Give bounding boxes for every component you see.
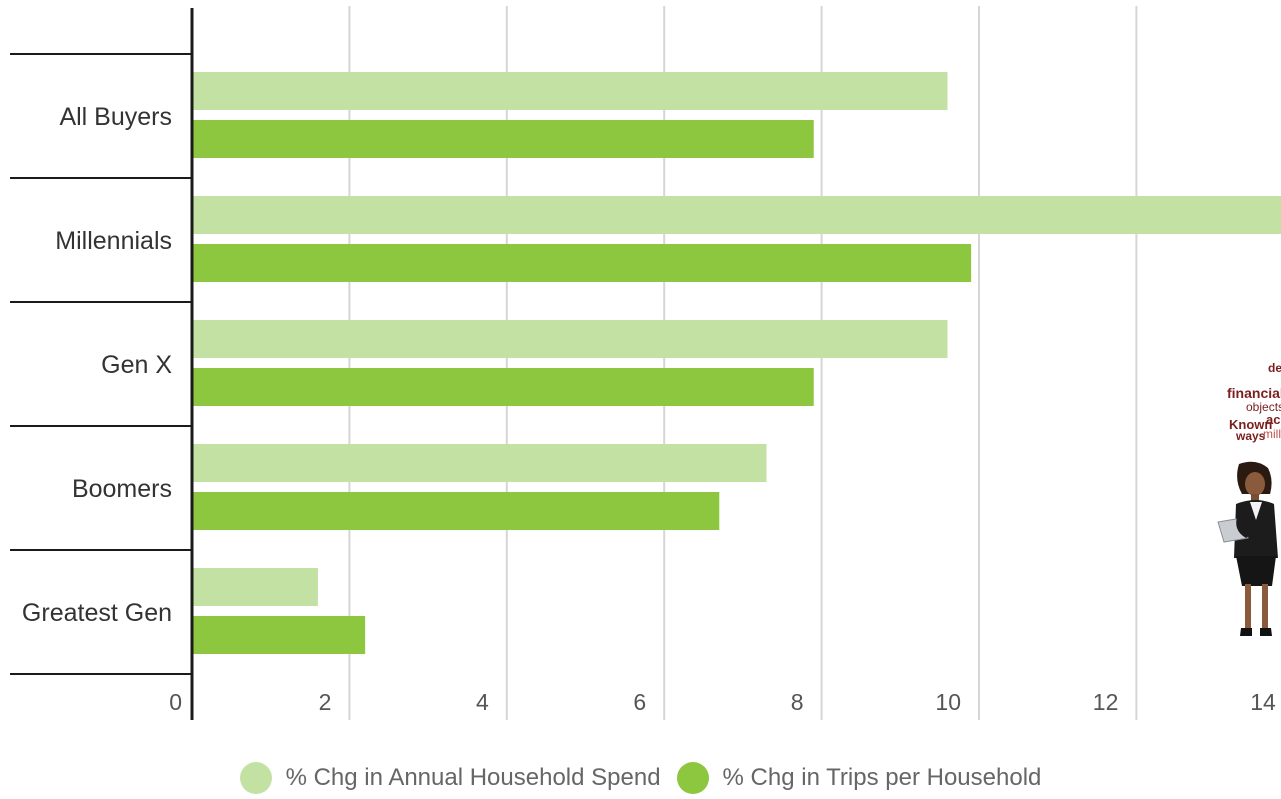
legend-swatch-trips bbox=[676, 762, 709, 794]
x-tick-label: 14 bbox=[1250, 689, 1276, 715]
word-cloud-graphic: des financial objects Known ac ways mill bbox=[1226, 362, 1281, 447]
cloud-word: financial bbox=[1227, 385, 1281, 401]
x-tick-label: 12 bbox=[1093, 689, 1119, 715]
cloud-word: Known bbox=[1229, 417, 1273, 432]
bar-trips bbox=[192, 368, 814, 406]
legend-swatch-annual-spend bbox=[239, 762, 272, 794]
x-tick-label: 2 bbox=[319, 689, 332, 715]
businesswoman-with-laptop-icon bbox=[1212, 460, 1281, 638]
cloud-word: ways bbox=[1236, 429, 1266, 443]
x-tick-label: 6 bbox=[633, 689, 646, 715]
category-label: Boomers bbox=[72, 475, 172, 503]
legend-label-trips: % Chg in Trips per Household bbox=[722, 764, 1042, 791]
bar-trips bbox=[192, 120, 814, 158]
bar-trips bbox=[192, 492, 720, 530]
cloud-word: mill bbox=[1263, 427, 1281, 441]
bar-annual-spend bbox=[192, 72, 948, 110]
bar-annual-spend bbox=[192, 444, 767, 482]
x-tick-label: 4 bbox=[476, 689, 489, 715]
bar-annual-spend bbox=[192, 568, 318, 606]
bar-chart: All Buyers Millennials Gen X Boomers Greates… bbox=[10, 6, 1281, 720]
chart-legend: % Chg in Annual Household Spend % Chg in… bbox=[0, 762, 1281, 794]
legend-item-annual-spend[interactable]: % Chg in Annual Household Spend bbox=[239, 762, 661, 794]
x-tick-label: 10 bbox=[935, 689, 961, 715]
cloud-word: ac bbox=[1266, 412, 1281, 427]
category-label: Gen X bbox=[101, 351, 172, 379]
x-tick-label: 8 bbox=[791, 689, 804, 715]
category-label: All Buyers bbox=[59, 103, 172, 131]
legend-item-trips[interactable]: % Chg in Trips per Household bbox=[676, 762, 1042, 794]
legend-label-annual-spend: % Chg in Annual Household Spend bbox=[285, 764, 661, 791]
bar-annual-spend bbox=[192, 196, 1281, 234]
category-label: Greatest Gen bbox=[22, 599, 172, 627]
cloud-word: des bbox=[1268, 362, 1281, 375]
bar-annual-spend bbox=[192, 320, 948, 358]
bar-trips bbox=[192, 244, 972, 282]
category-label: Millennials bbox=[55, 227, 172, 255]
bar-trips bbox=[192, 616, 366, 654]
cloud-word: objects bbox=[1246, 400, 1281, 414]
x-tick-label: 0 bbox=[169, 689, 182, 715]
